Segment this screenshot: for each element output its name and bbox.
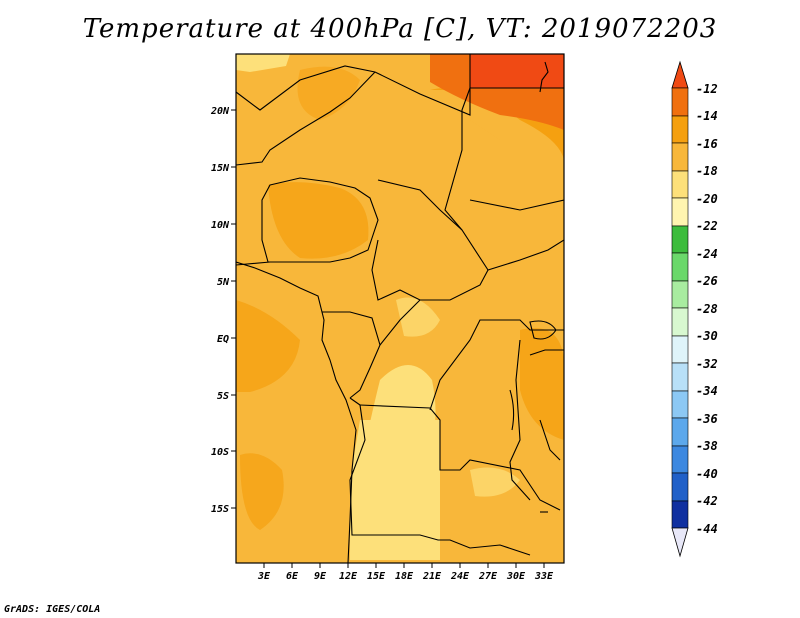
colorbar-label: -24: [696, 247, 718, 261]
colorbar-label: -44: [696, 522, 718, 536]
temperature-field: [236, 54, 564, 563]
colorbar-segment: [671, 87, 689, 117]
lon-label: 18E: [395, 571, 414, 582]
colorbar-label: -36: [696, 412, 718, 426]
colorbar-segment: [671, 445, 689, 474]
colorbar-segment: [671, 252, 689, 282]
lat-label: 10N: [211, 220, 230, 231]
lon-label: 9E: [314, 571, 327, 582]
colorbar-segment: [671, 335, 689, 364]
lon-label: 27E: [478, 571, 498, 582]
lon-label: 33E: [534, 571, 554, 582]
colorbar-segment: [671, 197, 689, 227]
colorbar-segment: [671, 280, 689, 309]
lon-label: 6E: [286, 571, 299, 582]
colorbar-label: -14: [696, 109, 718, 123]
colorbar-segment: [671, 307, 689, 337]
lon-label: 30E: [506, 571, 526, 582]
colorbar-segment: [671, 417, 689, 447]
colorbar-label: -28: [696, 302, 718, 316]
colorbar-segment: [671, 500, 689, 529]
colorbar-labels: -12 -14 -16 -18 -20 -22 -24 -26 -28 -30 …: [696, 82, 718, 536]
lon-label: 24E: [450, 571, 470, 582]
colorbar-label: -12: [696, 82, 718, 96]
map-title: Temperature at 400hPa [C], VT: 201907220…: [82, 14, 718, 44]
lat-label: 15N: [211, 163, 230, 174]
lat-label: 5S: [217, 391, 229, 402]
latitude-labels: 20N 15N 10N 5N EQ 5S 10S 15S: [210, 106, 230, 515]
grads-credit: GrADS: IGES/COLA: [4, 604, 101, 615]
lat-label: 5N: [217, 277, 230, 288]
lon-label: 21E: [422, 571, 442, 582]
colorbar-label: -34: [696, 384, 718, 398]
colorbar-segment: [671, 472, 689, 502]
colorbar-label: -22: [696, 219, 718, 233]
colorbar-top-triangle: [671, 60, 689, 89]
lat-label: 20N: [210, 106, 230, 117]
lon-label: 15E: [367, 571, 386, 582]
map-frame: [235, 53, 565, 564]
colorbar-label: -26: [696, 274, 718, 288]
lat-label: 15S: [211, 504, 229, 515]
colorbar-label: -18: [696, 164, 718, 178]
colorbar-label: -32: [696, 357, 718, 371]
colorbar-segment: [671, 142, 689, 172]
colorbar: -12 -14 -16 -18 -20 -22 -24 -26 -28 -30 …: [671, 60, 718, 558]
colorbar-segment: [671, 362, 689, 392]
lon-label: 3E: [257, 571, 271, 582]
colorbar-label: -16: [696, 137, 718, 151]
axis-ticks: [231, 109, 545, 568]
lat-label: 10S: [211, 447, 229, 458]
colorbar-label: -42: [696, 494, 718, 508]
colorbar-label: -40: [696, 467, 718, 481]
country-borders: [236, 54, 564, 563]
colorbar-label: -20: [696, 192, 718, 206]
colorbar-label: -30: [696, 329, 718, 343]
longitude-labels: 3E 6E 9E 12E 15E 18E 21E 24E 27E 30E 33E: [257, 571, 554, 582]
colorbar-label: -38: [696, 439, 718, 453]
colorbar-segment: [671, 170, 689, 199]
colorbar-bottom-triangle: [671, 527, 689, 558]
colorbar-segment: [671, 225, 689, 254]
lon-label: 12E: [339, 571, 358, 582]
lat-label: EQ: [217, 334, 229, 345]
colorbar-segment: [671, 390, 689, 419]
colorbar-segment: [671, 115, 689, 144]
